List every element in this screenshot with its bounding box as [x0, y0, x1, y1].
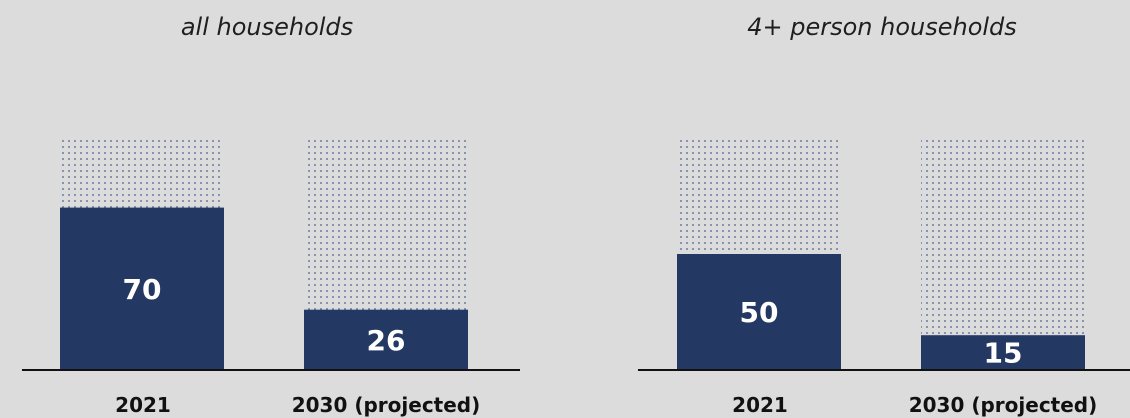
data-label: 26	[367, 324, 406, 357]
data-label: 70	[123, 273, 162, 306]
data-label: 50	[740, 296, 779, 329]
x-tick-label: 2030 (projected)	[292, 393, 481, 417]
bar	[921, 335, 1085, 370]
x-tick-label: 2030 (projected)	[909, 393, 1098, 417]
chart-panel-1: all households 70 2021 26 2030 (projected)	[22, 13, 520, 417]
bar-background	[921, 138, 1085, 370]
bar	[677, 254, 841, 370]
bar	[60, 207, 224, 370]
chart-title: 4+ person households	[747, 13, 1017, 41]
x-tick-label: 2021	[732, 393, 788, 417]
bar	[304, 309, 468, 370]
chart-panel-2: 4+ person households 50 2021 15 2030 (projec…	[638, 13, 1130, 417]
chart-title: all households	[181, 13, 353, 41]
x-tick-label: 2021	[115, 393, 171, 417]
data-label: 15	[984, 337, 1023, 370]
